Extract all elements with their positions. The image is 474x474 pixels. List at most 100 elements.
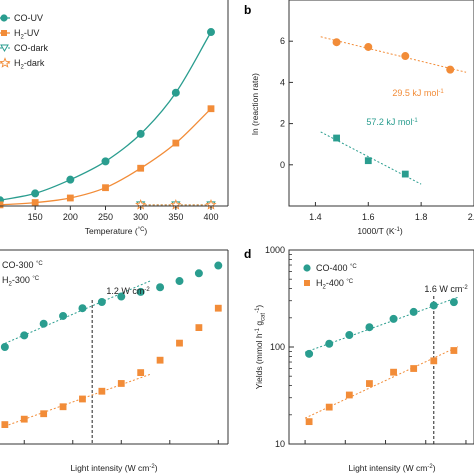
- series-1-point-6: [117, 380, 125, 387]
- panel-d-y-label: Yields (mmol h-1 gcat-1): [254, 305, 267, 390]
- panel-d-x-label: Light intensity (W cm-2): [348, 463, 435, 473]
- legend-co-300: CO-300 °C: [2, 260, 43, 270]
- series-0-point-1: [325, 339, 334, 348]
- series-0-point-6: [206, 28, 215, 37]
- panel-d-plot: [304, 296, 459, 444]
- panel-b-y-label: ln (reaction rate): [250, 73, 260, 135]
- panel-d-y-tick-label: 1000: [265, 245, 285, 255]
- series-0-point-2: [66, 175, 75, 184]
- panel-b-x-tick-label: 1.6: [362, 212, 375, 222]
- series-1-fit-line: [4, 373, 151, 427]
- legend-co-dark-marker: [0, 44, 9, 52]
- panel-d-y-tick-label: 10: [275, 439, 285, 449]
- series-0-point-0: [305, 349, 314, 358]
- series-1-point-0: [305, 418, 313, 426]
- series-1-point-7: [137, 369, 145, 377]
- series-0-point-11: [214, 261, 223, 270]
- panel-d-ticks: 10 100 1000: [265, 245, 467, 449]
- panel-d-y-tick-label: 100: [270, 342, 285, 352]
- series-1-point-0: [0, 201, 4, 209]
- series-0-point-6: [117, 292, 126, 301]
- legend-h2-dark: H2-dark: [14, 58, 45, 71]
- series-1-point-4: [390, 368, 397, 376]
- series-0-point-7: [449, 298, 458, 307]
- panel-b-x-tick-label: 2.0: [468, 212, 474, 222]
- legend-h2-400: H2-400 °C: [316, 278, 354, 291]
- series-1-point-11: [214, 304, 222, 312]
- panel-a-x-tick-label: 300: [133, 212, 148, 222]
- series-1-point-2: [40, 410, 48, 418]
- series-1-point-2: [66, 194, 74, 202]
- panel-b-label: b: [244, 3, 251, 17]
- panel-a: 150 200 250 300 350 400 Temperature (°C) CO-U…: [0, 0, 229, 236]
- series-0-point-5: [97, 297, 106, 306]
- series-0-point-3: [101, 157, 110, 166]
- series-1-point-1: [364, 157, 372, 165]
- series-1-point-8: [156, 356, 164, 364]
- legend-co-400: CO-400 °C: [316, 263, 357, 273]
- panel-a-legend: CO-UV H2-UV CO-dark H2-dark: [0, 13, 49, 71]
- panel-a-x-label: Temperature (°C): [85, 226, 148, 236]
- series-1-point-5: [98, 387, 106, 395]
- series-1-point-5: [410, 365, 418, 372]
- panel-a-x-tick-label: 250: [98, 212, 113, 222]
- annotation-orange: 29.5 kJ mol-1: [392, 88, 444, 98]
- series-0-point-1: [364, 42, 373, 51]
- series-1-point-4: [79, 395, 86, 403]
- panel-b-y-tick-label: 4: [280, 77, 285, 87]
- series-1-point-1: [325, 403, 333, 411]
- panel-b: b 1.4 1.6 1.8 2.0 0 2 4 6 ln (reaction rate) 10…: [244, 0, 474, 236]
- series-1-point-9: [176, 339, 183, 347]
- series-0-point-10: [194, 269, 203, 278]
- panel-b-y-tick-label: 2: [280, 119, 285, 129]
- series-1-point-7: [450, 347, 458, 354]
- series-0-fit-line: [304, 296, 459, 353]
- panel-b-ticks: 1.4 1.6 1.8 2.0 0 2 4 6: [280, 36, 474, 222]
- series-1-point-1: [31, 199, 39, 206]
- legend-co-400-marker: [303, 264, 311, 272]
- series-1-point-0: [1, 421, 9, 429]
- panel-a-x-tick-label: 350: [168, 212, 183, 222]
- series-1-point-10: [195, 324, 203, 332]
- series-0-point-1: [31, 189, 40, 198]
- panel-a-x-tick-label: 200: [63, 212, 78, 222]
- series-0-fit-line: [4, 280, 151, 344]
- panel-a-x-tick-label: 400: [203, 212, 218, 222]
- legend-h2-uv: H2-UV: [14, 28, 39, 41]
- panel-a-plot: [0, 28, 217, 210]
- series-1-point-0: [333, 134, 340, 142]
- legend-h2-400-marker: [304, 280, 310, 286]
- series-0-point-5: [171, 88, 180, 97]
- panel-b-x-tick-label: 1.8: [415, 212, 428, 222]
- series-0-point-0: [332, 38, 341, 47]
- panel-b-y-tick-label: 0: [280, 160, 285, 170]
- series-1-point-3: [366, 380, 373, 387]
- panel-b-frame: [288, 0, 474, 207]
- panel-a-x-ticks: 150 200 250 300 350 400: [28, 206, 219, 222]
- series-0-point-2: [401, 52, 410, 61]
- panel-b-plot: [320, 36, 467, 185]
- legend-co-uv: CO-UV: [14, 13, 43, 23]
- series-0-point-9: [175, 277, 184, 286]
- series-0-point-2: [345, 330, 354, 339]
- panel-c-plot: [0, 261, 223, 444]
- legend-h2-uv-marker: [1, 30, 7, 36]
- series-1-point-3: [102, 184, 109, 192]
- series-0-point-1: [20, 331, 29, 340]
- panel-c: Light intensity (W cm-2) CO-300 °C H2-30…: [0, 249, 229, 473]
- series-1-point-2: [345, 391, 353, 399]
- series-1-point-1: [20, 415, 28, 423]
- panel-b-y-tick-label: 6: [280, 36, 285, 46]
- series-1-point-5: [172, 139, 180, 147]
- vline-label-c: 1.2 W cm-2: [106, 286, 150, 296]
- series-0-point-7: [136, 287, 145, 296]
- series-0-point-6: [429, 301, 438, 310]
- legend-h2-dark-marker: [0, 57, 11, 68]
- annotation-teal: 57.2 kJ mol-1: [366, 117, 418, 127]
- series-0-point-8: [156, 283, 165, 292]
- series-0-point-4: [78, 304, 87, 313]
- panel-c-ticks: [23, 440, 219, 444]
- series-1-point-3: [59, 403, 67, 411]
- series-1-point-6: [430, 357, 438, 365]
